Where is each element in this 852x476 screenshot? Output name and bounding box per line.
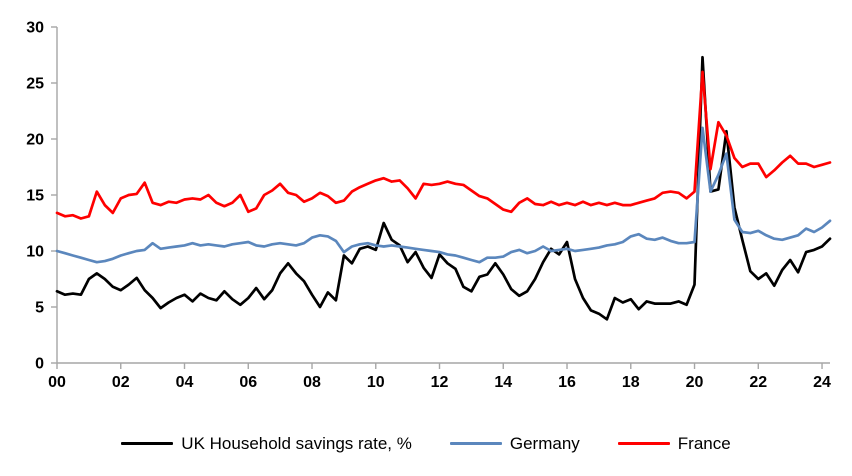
y-tick-label: 15 (26, 188, 44, 205)
x-tick-label: 08 (303, 374, 321, 391)
y-tick-label: 30 (26, 20, 44, 37)
legend-swatch-france-icon (617, 441, 670, 445)
legend-item-uk: UK Household savings rate, % (121, 435, 412, 452)
y-tick-label: 20 (26, 132, 44, 149)
legend-item-france: France (617, 433, 731, 453)
x-tick-label: 24 (813, 374, 831, 391)
x-tick-label: 18 (622, 374, 640, 391)
x-tick-label: 04 (176, 374, 194, 391)
y-tick-label: 5 (35, 300, 44, 317)
x-tick-label: 10 (367, 374, 385, 391)
legend-label-uk: UK Household savings rate, % (181, 433, 412, 453)
x-tick-label: 12 (431, 374, 449, 391)
legend-label-france: France (677, 433, 731, 453)
series-line-germany (55, 126, 832, 264)
x-tick-label: 16 (558, 374, 576, 391)
y-tick-label: 10 (26, 244, 44, 261)
x-tick-label: 00 (48, 374, 66, 391)
x-tick-label: 22 (749, 374, 767, 391)
legend-swatch-uk-icon (121, 441, 174, 445)
y-tick-label: 25 (26, 76, 44, 93)
legend-swatch-germany-icon (449, 441, 502, 445)
x-tick-label: 20 (686, 374, 704, 391)
legend: UK Household savings rate, % Germany Fra… (0, 428, 852, 458)
legend-item-germany: Germany (449, 433, 580, 453)
series-line-uk-household-savings-rate (55, 55, 832, 321)
legend-label-germany: Germany (509, 433, 580, 453)
x-tick-label: 14 (494, 374, 512, 391)
y-tick-label: 0 (35, 356, 44, 373)
x-tick-label: 06 (239, 374, 257, 391)
savings-rate-line-chart: 0 5 10 15 20 25 30 00 02 04 06 08 10 12 14 16 18 20 22 24 (26, 20, 832, 391)
series-line-france (55, 70, 832, 220)
x-tick-label: 02 (112, 374, 130, 391)
